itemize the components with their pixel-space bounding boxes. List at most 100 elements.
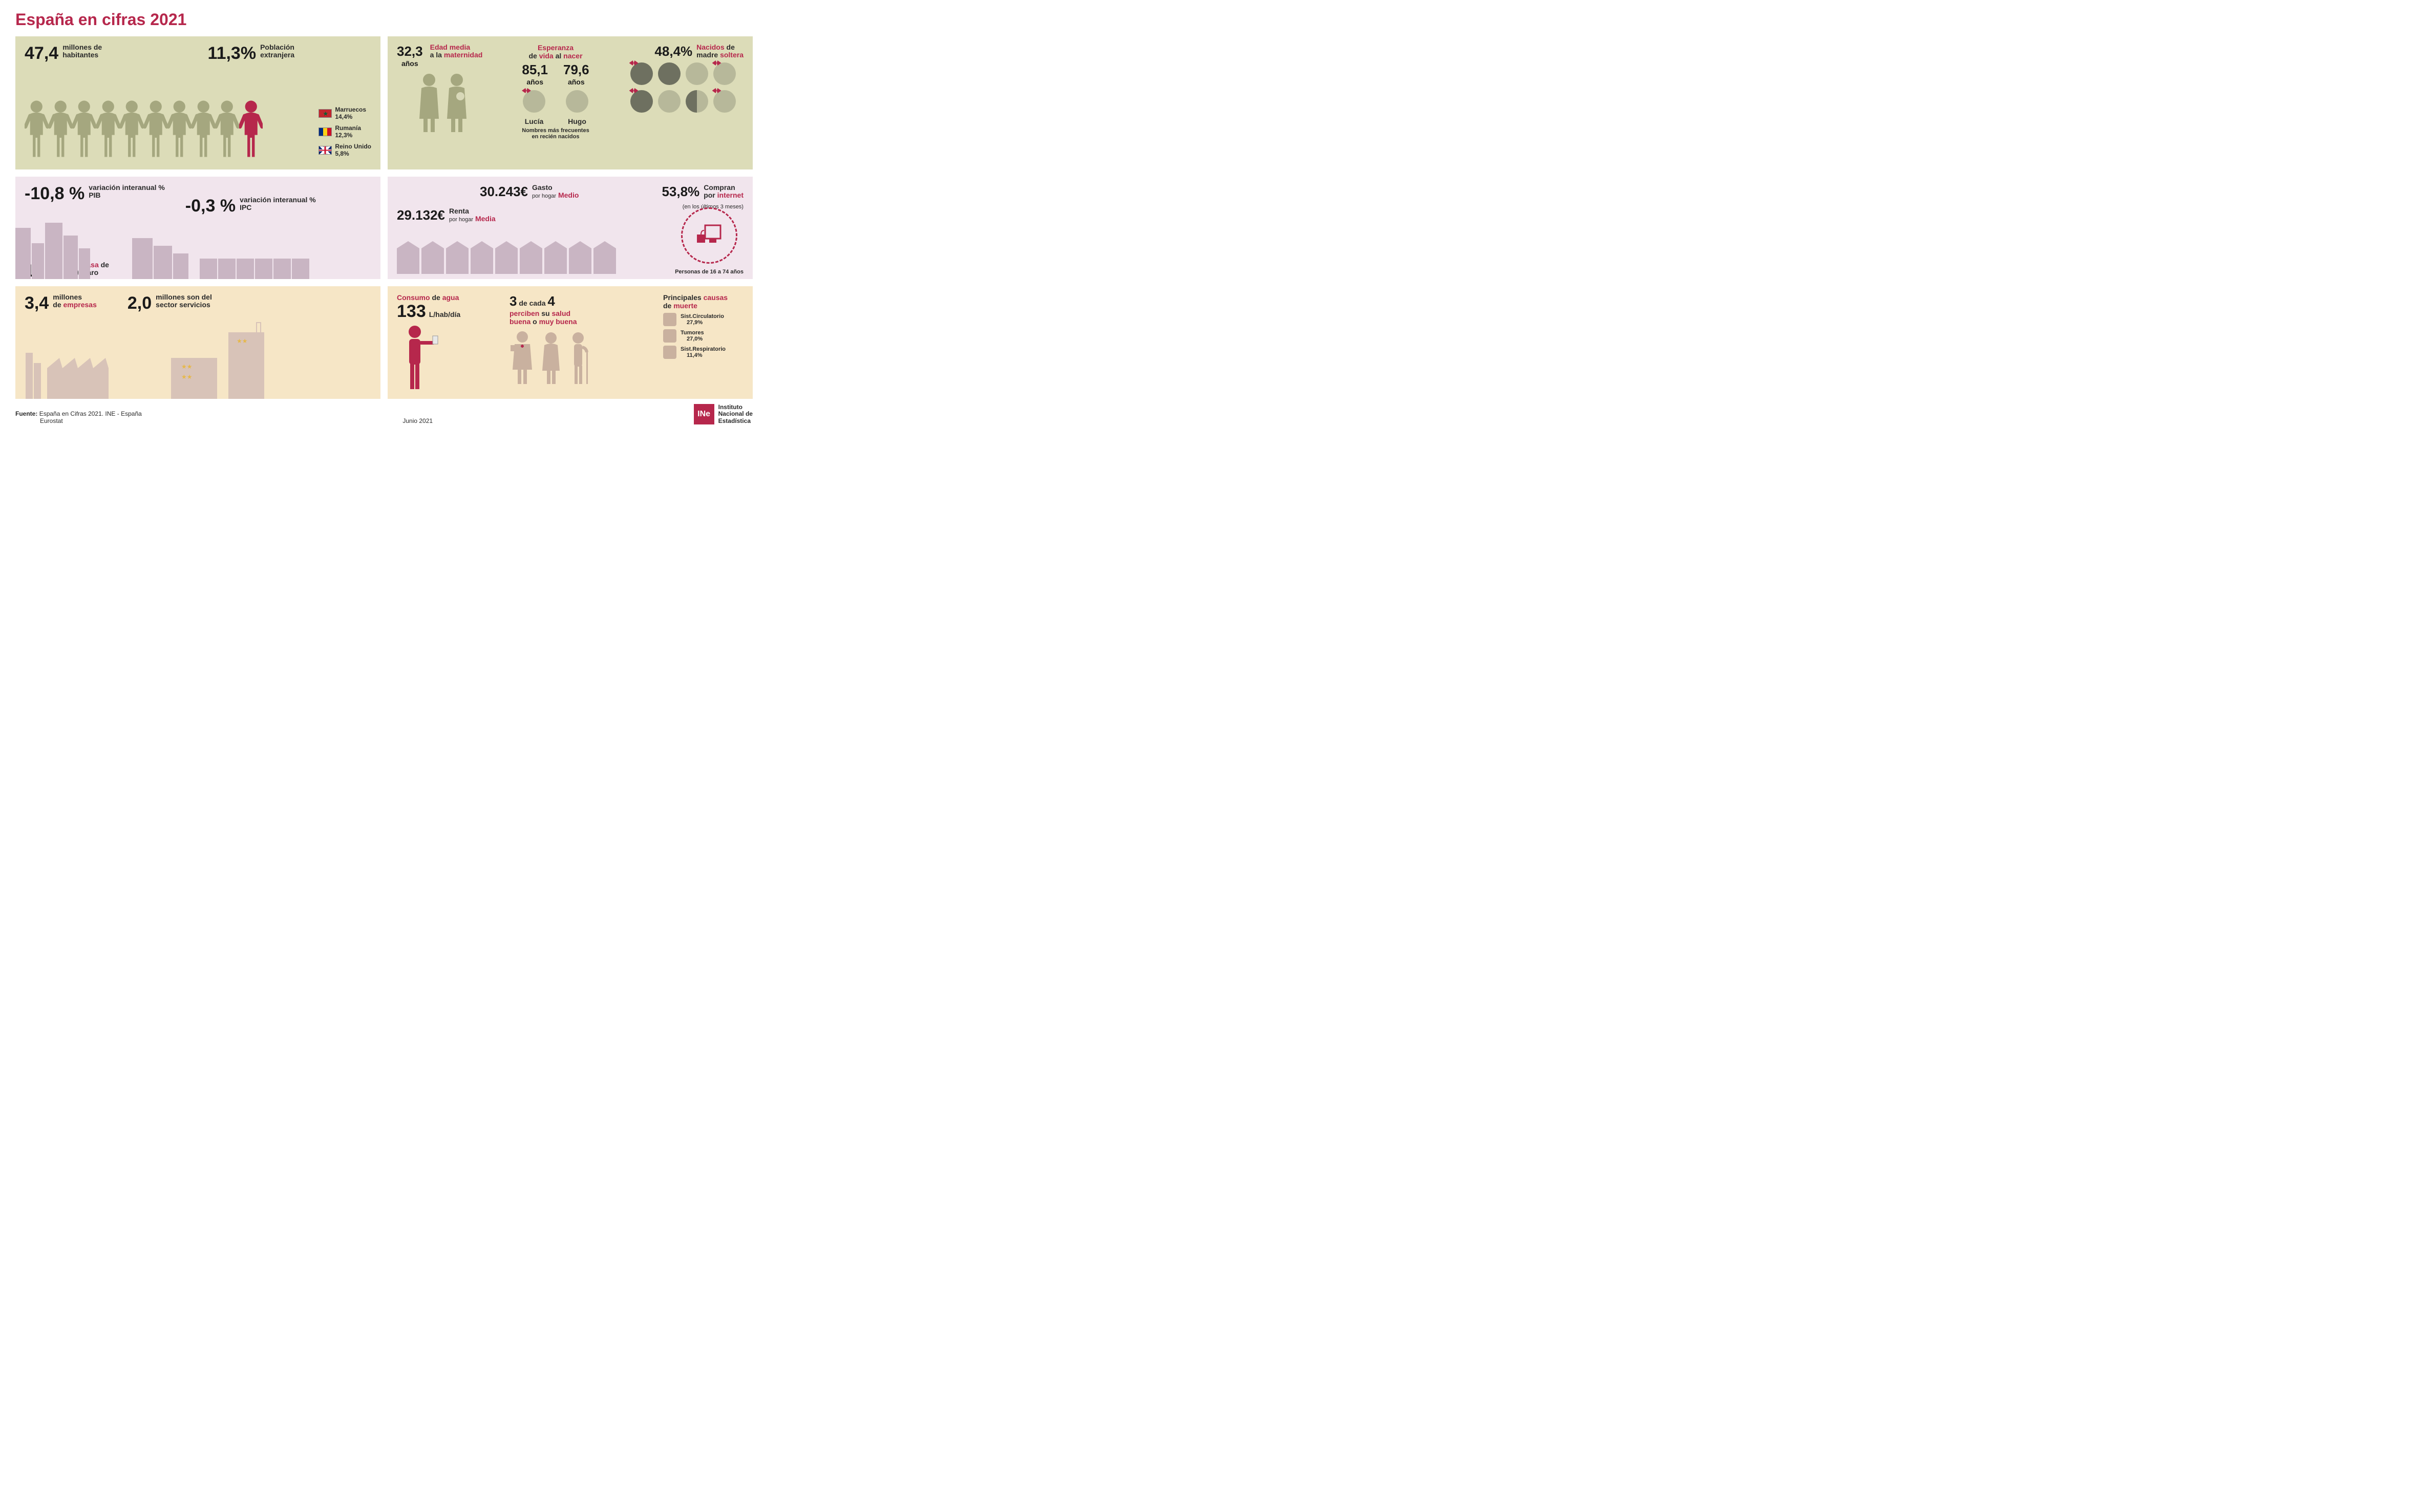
name-female: Lucía bbox=[523, 117, 545, 125]
cause-name: Sist.Respiratorio bbox=[681, 346, 726, 352]
renta-l2: Media bbox=[475, 215, 496, 223]
life-t2: de bbox=[528, 52, 537, 60]
salud-4: buena bbox=[510, 317, 531, 326]
agua-value: 133 bbox=[397, 302, 426, 322]
ipc-label: variación interanual % bbox=[240, 196, 316, 204]
stat-population: 47,4 millones de habitantes bbox=[25, 44, 102, 63]
life-t3: vida bbox=[539, 52, 554, 60]
person-icon bbox=[215, 96, 239, 162]
sm-4: soltera bbox=[720, 51, 744, 59]
name-block: Lucía Hugo bbox=[494, 90, 617, 125]
muerte-t4: muerte bbox=[673, 302, 697, 310]
agua-t1: Consumo bbox=[397, 293, 430, 302]
baby-icon bbox=[686, 62, 708, 85]
baby-icon bbox=[658, 90, 681, 113]
panel-macro: -10,8 % variación interanual % PIB -0,3 … bbox=[15, 177, 380, 279]
elder-woman-icon bbox=[538, 330, 564, 386]
country-row: ★Marruecos14,4% bbox=[319, 106, 371, 120]
baby-icon bbox=[630, 90, 653, 113]
cause-pct: 27,0% bbox=[687, 336, 704, 342]
person-icon bbox=[72, 96, 96, 162]
country-pct: 12,3% bbox=[335, 132, 361, 139]
ine-2: Nacional de bbox=[718, 410, 753, 417]
person-icon bbox=[49, 96, 73, 162]
names-caption-2: en recién nacidos bbox=[494, 134, 617, 140]
country-pct: 5,8% bbox=[335, 150, 371, 157]
baby-female-icon bbox=[523, 90, 545, 113]
elder-man-icon bbox=[567, 330, 592, 386]
mother-icon bbox=[416, 73, 442, 134]
emp-1: millones bbox=[53, 293, 97, 301]
block-life-expectancy: Esperanza de vida al nacer 85,1 años 79,… bbox=[494, 44, 617, 162]
stat-gasto: 30.243€ Gasto por hogar Medio bbox=[480, 184, 579, 210]
footer-date: Junio 2021 bbox=[402, 417, 433, 424]
agua-t2: de bbox=[432, 293, 440, 302]
population-unit-2: habitantes bbox=[62, 51, 102, 59]
baby-male-icon bbox=[566, 90, 588, 113]
person-icon bbox=[96, 96, 120, 162]
cause-pct: 27,9% bbox=[687, 320, 724, 326]
stat-ipc: -0,3 % variación interanual % IPC bbox=[185, 196, 316, 216]
panel-demographics: 32,3 años Edad media a la maternidad Esp… bbox=[388, 36, 753, 169]
stat-renta: 29.132€ Renta por hogar Media bbox=[397, 207, 496, 223]
country-name: Rumanía bbox=[335, 124, 361, 132]
gasto-l2: Medio bbox=[558, 191, 579, 199]
person-icon bbox=[144, 96, 168, 162]
block-maternity: 32,3 años Edad media a la maternidad bbox=[397, 44, 489, 162]
gasto-l1: Gasto bbox=[532, 184, 579, 191]
fuente-label: Fuente: bbox=[15, 410, 37, 417]
cause-icon bbox=[663, 346, 676, 359]
infographic-grid: 47,4 millones de habitantes 11,3% Poblac… bbox=[15, 36, 753, 399]
renta-value: 29.132€ bbox=[397, 207, 445, 223]
gasto-sub: por hogar bbox=[532, 193, 556, 199]
person-icon bbox=[167, 96, 192, 162]
mother-baby-icon bbox=[444, 73, 470, 134]
ine-3: Estadística bbox=[718, 417, 751, 424]
foreign-countries-list: ★Marruecos14,4%Rumanía12,3%Reino Unido5,… bbox=[319, 106, 371, 157]
life-t4: al bbox=[556, 52, 562, 60]
country-pct: 14,4% bbox=[335, 113, 366, 120]
life-female-unit: años bbox=[522, 78, 548, 86]
person-icon bbox=[192, 96, 216, 162]
water-person-icon bbox=[397, 324, 443, 395]
ine-logo: INe Instituto Nacional de Estadística bbox=[694, 404, 753, 424]
cause-icon bbox=[663, 313, 676, 326]
death-cause-row: Sist.Circulatorio27,9% bbox=[663, 313, 744, 326]
population-value: 47,4 bbox=[25, 44, 58, 63]
muerte-t1: Principales bbox=[663, 293, 702, 302]
salud-2: su bbox=[541, 309, 549, 317]
maternity-l1: Edad media bbox=[430, 43, 471, 51]
ine-1: Instituto bbox=[718, 403, 742, 411]
gasto-value: 30.243€ bbox=[480, 184, 528, 200]
int-3: internet bbox=[717, 191, 744, 199]
sm-2: de bbox=[727, 43, 735, 51]
maternity-unit: años bbox=[397, 59, 423, 68]
baby-icon bbox=[713, 62, 736, 85]
salud-3: salud bbox=[551, 309, 570, 317]
panel-companies: 3,4 millones de empresas 2,0 millones so… bbox=[15, 286, 380, 399]
ine-badge: INe bbox=[694, 404, 714, 424]
death-cause-row: Tumores27,0% bbox=[663, 329, 744, 343]
foreign-label-1: Población bbox=[260, 44, 294, 51]
name-male: Hugo bbox=[566, 117, 588, 125]
maternity-l3: maternidad bbox=[444, 51, 482, 59]
muerte-t2: causas bbox=[704, 293, 728, 302]
life-male-value: 79,6 bbox=[563, 62, 589, 78]
salud-6: muy buena bbox=[539, 317, 577, 326]
servicios-value: 2,0 bbox=[128, 293, 152, 313]
country-row: Rumanía12,3% bbox=[319, 124, 371, 139]
life-male-unit: años bbox=[563, 78, 589, 86]
block-single-mother: 48,4% Nacidos de madre soltera bbox=[622, 44, 744, 162]
salud-n2: 4 bbox=[547, 293, 555, 309]
int-1: Compran bbox=[704, 184, 744, 191]
person-icon-highlighted bbox=[239, 96, 263, 162]
baby-icon bbox=[713, 90, 736, 113]
muerte-t3: de bbox=[663, 302, 671, 310]
pib-name: PIB bbox=[89, 191, 165, 199]
renta-sub: por hogar bbox=[449, 217, 473, 223]
baby-icon bbox=[658, 62, 681, 85]
stat-servicios: 2,0 millones son del sector servicios bbox=[128, 293, 212, 313]
stat-pib: -10,8 % variación interanual % PIB bbox=[25, 184, 165, 204]
factory-silhouette: ★★ ★★ ★★ bbox=[15, 343, 380, 399]
person-icon bbox=[25, 96, 49, 162]
